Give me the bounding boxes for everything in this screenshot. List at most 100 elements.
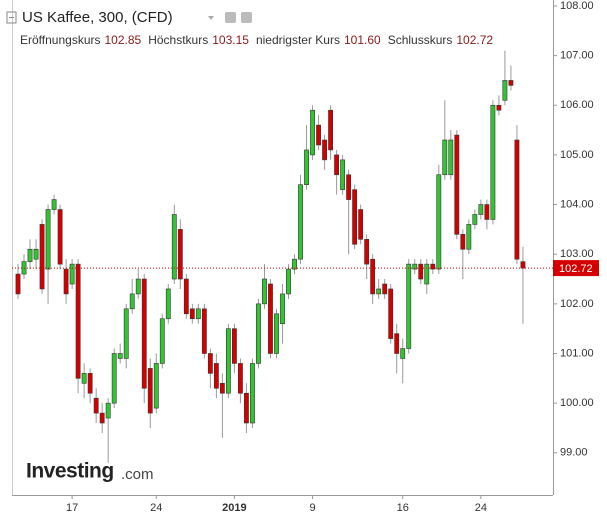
candle-body	[159, 318, 165, 364]
candle-body	[328, 109, 333, 151]
candle-body	[244, 392, 249, 424]
candle-body	[256, 303, 261, 364]
candle-body	[496, 104, 502, 111]
candle-body	[478, 204, 484, 215]
candle-body	[382, 283, 388, 295]
candle-body	[123, 308, 129, 359]
candle-body	[430, 263, 436, 270]
candle-body	[147, 368, 153, 414]
candle-body	[490, 104, 496, 220]
candle-body	[502, 80, 508, 101]
candle-body	[81, 373, 87, 384]
candle-body	[99, 412, 105, 424]
y-tick-label: 108.00	[560, 0, 594, 12]
x-tick-label: 24	[475, 502, 487, 514]
candle-body	[27, 248, 33, 262]
candle-body	[358, 209, 364, 240]
header-label: niedrigster Kurs	[256, 33, 340, 47]
dropdown-arrow[interactable]	[208, 16, 214, 20]
collapse-icon[interactable]	[6, 11, 17, 24]
y-tick-label: 101.00	[560, 347, 594, 359]
candle-body	[406, 263, 412, 349]
candle-body	[370, 258, 376, 295]
candle-body	[15, 273, 21, 295]
y-tick-label: 106.00	[560, 99, 594, 111]
candle-body	[436, 174, 442, 270]
candle-body	[322, 139, 327, 161]
candle-body	[141, 278, 147, 389]
header-value: 102.72	[456, 33, 493, 47]
gear-icon[interactable]	[241, 12, 252, 23]
candle-body	[75, 263, 81, 379]
candle-body	[201, 308, 207, 354]
candle-body	[189, 308, 195, 320]
chart-title: US Kaffee, 300, (CFD)	[22, 9, 173, 26]
y-tick-label: 107.00	[560, 50, 594, 62]
candle-body	[472, 214, 478, 225]
header-value: 101.60	[344, 33, 381, 47]
candle-body	[250, 363, 255, 424]
candle-body	[274, 313, 279, 354]
candle-body	[310, 109, 315, 156]
header-label: Höchstkurs	[148, 33, 208, 47]
candle-body	[268, 283, 273, 354]
x-tick-label: 16	[397, 502, 409, 514]
ohlc-header: Eröffnungskurs 102.85 Höchstkurs 103.15 nied…	[20, 33, 493, 47]
candle-body	[105, 402, 111, 419]
last-price-box	[553, 260, 599, 277]
settings-icon[interactable]	[225, 12, 236, 23]
y-tick-label: 99.00	[560, 447, 588, 459]
candle-body	[129, 293, 135, 310]
candle-body	[69, 263, 75, 285]
header-value: 102.85	[105, 33, 142, 47]
candle-body	[135, 278, 141, 295]
candle-body	[448, 139, 454, 176]
candle-body	[33, 248, 39, 260]
candle-body	[508, 80, 514, 86]
header-label: Schlusskurs	[388, 33, 453, 47]
candle-body	[207, 353, 213, 374]
candle-body	[286, 268, 291, 295]
candle-body	[376, 288, 382, 295]
candle-body	[262, 278, 267, 305]
x-tick-label: 2019	[222, 502, 246, 514]
candle-body	[153, 363, 159, 409]
candle-body	[117, 353, 123, 359]
candle-body	[232, 328, 237, 364]
candle-body	[165, 288, 171, 320]
candle-body	[171, 214, 177, 280]
candle-body	[514, 139, 520, 260]
candle-body	[316, 124, 321, 146]
candle-body	[460, 234, 466, 250]
candle-body	[225, 328, 231, 394]
candle-body	[334, 154, 340, 176]
y-tick-label: 100.00	[560, 397, 594, 409]
candle-body	[213, 363, 219, 389]
y-tick-label: 105.00	[560, 149, 594, 161]
candle-body	[63, 268, 69, 295]
candle-body	[466, 224, 472, 250]
candle-body	[93, 397, 99, 414]
candle-body	[195, 308, 201, 320]
candle-body	[394, 333, 400, 354]
candle-body	[484, 204, 490, 220]
candle-body	[346, 174, 352, 200]
candle-body	[238, 363, 243, 394]
y-tick-label: 102.00	[560, 298, 594, 310]
candle-body	[364, 239, 370, 265]
watermark-name: Investing	[26, 460, 114, 483]
candle-body	[442, 139, 448, 176]
header-value: 103.15	[212, 33, 249, 47]
candle-body	[87, 373, 93, 394]
x-tick-label: 17	[66, 502, 78, 514]
y-tick-label: 103.00	[560, 248, 594, 260]
candle-body	[400, 348, 406, 359]
candle-body	[219, 382, 225, 394]
last-price-label: 102.72	[559, 263, 593, 275]
candle-body	[388, 288, 394, 339]
candle-body	[45, 209, 51, 270]
candle-body	[352, 189, 358, 245]
candle-body	[304, 149, 309, 185]
candle-body	[111, 353, 117, 404]
